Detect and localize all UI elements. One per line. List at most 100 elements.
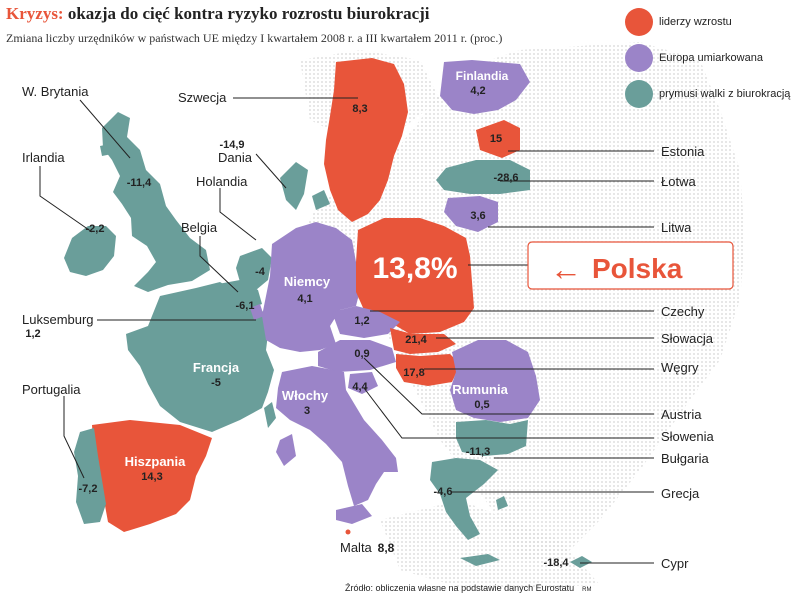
value-francja: -5 [211, 377, 221, 389]
leader-portugalia [63, 396, 85, 479]
legend-label-leaders: liderzy wzrostu [659, 16, 732, 28]
value-wbrytania: -11,4 [127, 177, 152, 189]
country-luxembourg [250, 304, 264, 320]
value-luksemburg: 1,2 [25, 328, 40, 340]
value-hiszpania: 14,3 [141, 471, 162, 483]
country-labels: W. Brytania Irlandia Szwecja Dania Holan… [22, 84, 715, 571]
label-szwecja: Szwecja [178, 90, 227, 105]
value-slowenia: 4,4 [352, 381, 368, 393]
country-hungary [396, 354, 460, 386]
leader-belgia [199, 236, 239, 293]
name-francja: Francja [193, 360, 240, 375]
country-slovakia [390, 328, 456, 354]
author-initials: RM [582, 587, 592, 593]
label-dania: Dania [218, 150, 253, 165]
leader-wbrytania [79, 99, 131, 159]
value-rumunia: 0,5 [474, 399, 489, 411]
country-ireland [64, 226, 116, 276]
map-values: -11,4 -2,2 8,3 -14,9 -4 -6,1 1,2 15 -28,… [25, 103, 569, 569]
country-denmark-islands [312, 190, 330, 210]
value-lotwa: -28,6 [493, 172, 518, 184]
source-note: Źródło: obliczenia własne na podstawie d… [345, 583, 591, 593]
country-cyprus [570, 556, 592, 568]
country-corsica [264, 402, 276, 428]
page-title: Kryzys: okazja do cięć kontra ryzyko roz… [6, 4, 430, 24]
value-bulgaria: -11,3 [466, 446, 490, 458]
country-estonia [476, 120, 520, 158]
label-wbrytania: W. Brytania [22, 84, 89, 99]
label-cypr: Cypr [661, 556, 689, 571]
value-belgia: -6,1 [236, 300, 255, 312]
country-lithuania [444, 196, 498, 232]
label-malta: Malta [340, 540, 373, 555]
leader-dania [255, 153, 287, 189]
country-slovenia [348, 372, 378, 394]
country-greece [430, 458, 498, 540]
value-polska: 13,8% [372, 252, 457, 285]
title-text: okazja do cięć kontra ryzyko rozrostu bi… [63, 4, 430, 23]
name-hiszpania: Hiszpania [125, 454, 186, 469]
legend-dot-leaders [625, 8, 653, 36]
country-greek-islands [496, 496, 508, 510]
label-holandia: Holandia [196, 174, 248, 189]
polska-callout-label: Polska [592, 253, 683, 284]
value-grecja: -4,6 [434, 486, 453, 498]
country-sardinia [276, 434, 296, 466]
value-irlandia: -2,2 [86, 223, 105, 235]
country-czechia [332, 306, 400, 338]
non-eu-land-south [380, 500, 600, 590]
legend-dot-cutters [625, 80, 653, 108]
label-slowenia: Słowenia [661, 429, 715, 444]
label-grecja: Grecja [661, 486, 700, 501]
name-niemcy: Niemcy [284, 274, 331, 289]
country-portugal [74, 428, 106, 524]
value-wegry: 17,8 [403, 367, 424, 379]
country-uk [102, 112, 210, 292]
label-austria: Austria [661, 407, 702, 422]
country-latvia [436, 160, 530, 194]
name-finlandia: Finlandia [456, 69, 509, 83]
value-portugalia: -7,2 [79, 483, 98, 495]
source-text: Źródło: obliczenia własne na podstawie d… [345, 583, 575, 593]
label-portugalia: Portugalia [22, 382, 81, 397]
non-eu-land [300, 42, 745, 560]
value-dania: -14,9 [219, 139, 244, 151]
polska-callout-arrow: ← [550, 251, 582, 287]
country-romania [450, 340, 540, 422]
value-szwecja: 8,3 [352, 103, 367, 115]
label-lotwa: Łotwa [661, 174, 696, 189]
country-poland [356, 218, 474, 334]
country-uk-islands [100, 144, 112, 156]
country-crete [460, 554, 500, 566]
label-irlandia: Irlandia [22, 150, 65, 165]
label-slowacja: Słowacja [661, 331, 714, 346]
name-rumunia: Rumunia [452, 382, 508, 397]
label-czechy: Czechy [661, 304, 705, 319]
legend-item-cutters: prymusi walki z biurokracją [625, 80, 803, 112]
country-malta [345, 529, 351, 535]
legend-dot-moderate [625, 44, 653, 72]
value-estonia: 15 [490, 133, 502, 145]
leader-austria [363, 357, 654, 415]
value-niemcy: 4,1 [297, 293, 312, 305]
legend: liderzy wzrostu Europa umiarkowana prymu… [625, 8, 803, 116]
country-austria [318, 340, 396, 372]
leader-holandia [219, 188, 257, 241]
name-wlochy: Włochy [282, 388, 329, 403]
country-sicily [336, 504, 372, 524]
country-netherlands [236, 248, 272, 290]
page-subtitle: Zmiana liczby urzędników w państwach UE … [6, 31, 503, 45]
label-luksemburg: Luksemburg [22, 312, 94, 327]
country-spain [92, 420, 212, 532]
value-malta: 8,8 [378, 541, 395, 555]
legend-label-moderate: Europa umiarkowana [659, 52, 763, 64]
label-litwa: Litwa [661, 220, 692, 235]
legend-item-moderate: Europa umiarkowana [625, 44, 803, 76]
title-keyword: Kryzys: [6, 4, 64, 23]
value-austria: 0,9 [354, 348, 369, 360]
leader-slowenia [363, 387, 654, 439]
polska-callout: ← Polska [527, 241, 734, 290]
value-wlochy: 3 [304, 405, 310, 417]
